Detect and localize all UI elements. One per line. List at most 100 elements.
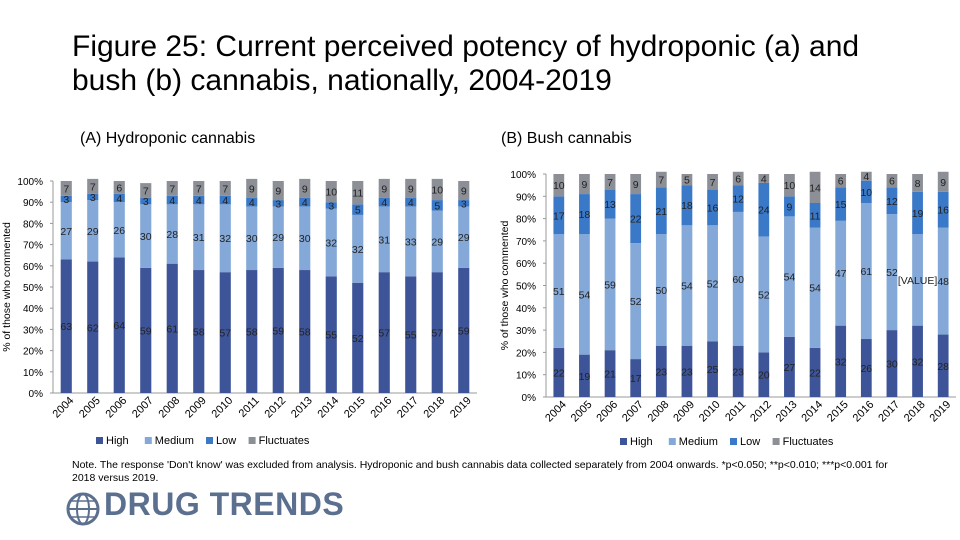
data-label: 61 <box>860 266 872 278</box>
data-label: 30 <box>140 231 152 243</box>
data-label: 30 <box>299 233 311 245</box>
bar-fluctuates <box>458 181 470 201</box>
bar-fluctuates <box>140 183 152 198</box>
y-axis-title: % of those who commented <box>499 221 511 351</box>
bar-high <box>113 257 125 393</box>
data-label: 7 <box>607 177 613 189</box>
bar-high <box>630 359 642 397</box>
data-label: 32 <box>219 233 231 245</box>
data-label: 4 <box>302 197 308 209</box>
bar-medium <box>707 225 718 342</box>
y-tick-label: 0% <box>29 389 44 400</box>
bar-medium <box>246 206 258 271</box>
bar-high <box>140 267 152 393</box>
legend-swatch <box>772 438 780 445</box>
bar-low <box>246 197 258 207</box>
bar-fluctuates <box>378 178 390 198</box>
bar-medium <box>784 216 795 337</box>
data-label: 51 <box>553 286 565 298</box>
bar-fluctuates <box>707 174 718 190</box>
data-label: 54 <box>809 283 821 295</box>
data-label: 25 <box>707 364 719 376</box>
bar-low <box>860 180 872 203</box>
bar-low <box>60 195 72 203</box>
legend-label: Medium <box>679 436 718 448</box>
data-label: 5 <box>434 200 440 212</box>
data-label: 3 <box>328 200 334 212</box>
bar-medium <box>325 208 337 277</box>
data-label: 22 <box>553 367 565 379</box>
bar-fluctuates <box>655 171 667 188</box>
x-tick-label: 2005 <box>77 395 103 421</box>
data-label: 9 <box>633 179 639 191</box>
bar-low <box>553 196 565 235</box>
data-label: 15 <box>835 199 847 211</box>
x-tick-label: 2018 <box>422 395 448 421</box>
x-tick-label: 2015 <box>825 399 851 425</box>
bar-medium <box>860 202 872 340</box>
data-label: 54 <box>579 289 591 301</box>
bar-fluctuates <box>604 174 616 190</box>
y-tick-label: 70% <box>516 237 536 248</box>
data-label: 52 <box>352 333 364 345</box>
data-label: 20 <box>758 370 770 382</box>
x-tick-label: 2005 <box>569 399 595 425</box>
bar-fluctuates <box>809 171 821 203</box>
data-label: 26 <box>860 363 872 375</box>
bar-high <box>758 352 770 397</box>
bar-low <box>835 187 847 221</box>
legend-swatch <box>144 437 152 444</box>
data-label: 11 <box>810 210 821 222</box>
legend-label: Low <box>216 435 236 447</box>
data-label: 57 <box>378 328 390 340</box>
bar-medium <box>732 211 744 346</box>
bar-fluctuates <box>193 181 205 196</box>
data-label: 7 <box>143 186 149 198</box>
data-label: 14 <box>809 182 821 194</box>
legend-swatch <box>668 438 676 445</box>
y-tick-label: 80% <box>23 219 43 230</box>
chart-b-title: (B) Bush cannabis <box>501 130 632 147</box>
data-label: 19 <box>579 371 591 383</box>
bar-high <box>378 272 390 393</box>
bar-medium <box>630 243 642 360</box>
bar-high <box>784 336 795 397</box>
bar-high <box>732 345 744 397</box>
data-label: 58 <box>246 327 258 339</box>
data-label: 60 <box>732 274 744 286</box>
data-label: 62 <box>87 322 99 334</box>
bar-high <box>553 347 565 397</box>
data-label: 10 <box>860 187 872 199</box>
bar-low <box>912 191 923 235</box>
bar-low <box>325 202 337 209</box>
y-tick-label: 80% <box>516 215 536 226</box>
y-tick-label: 20% <box>23 347 43 358</box>
bar-fluctuates <box>630 174 642 195</box>
bar-high <box>886 330 898 397</box>
data-label: 63 <box>60 321 72 333</box>
y-tick-label: 60% <box>23 262 43 273</box>
data-label: 7 <box>222 183 228 195</box>
data-label: 47 <box>835 268 847 280</box>
bar-fluctuates <box>219 181 231 196</box>
bar-fluctuates <box>246 178 258 198</box>
data-label: 57 <box>219 328 231 340</box>
data-label: 12 <box>886 196 898 208</box>
data-label: 10 <box>431 184 443 196</box>
bar-low <box>458 200 470 207</box>
bar-high <box>655 345 667 397</box>
bar-medium <box>655 234 667 346</box>
data-label: 12 <box>732 194 744 206</box>
bar-medium <box>352 214 364 283</box>
data-label: 29 <box>272 232 284 244</box>
bar-fluctuates <box>325 181 337 203</box>
data-label: 52 <box>758 289 770 301</box>
data-label: 9 <box>275 186 281 198</box>
bar-low <box>140 197 152 205</box>
x-tick-label: 2014 <box>799 399 825 425</box>
bar-low <box>87 193 99 201</box>
legend-label: High <box>106 435 129 447</box>
x-tick-label: 2010 <box>210 395 236 421</box>
data-label: 50 <box>655 285 667 297</box>
bar-high <box>937 334 949 397</box>
